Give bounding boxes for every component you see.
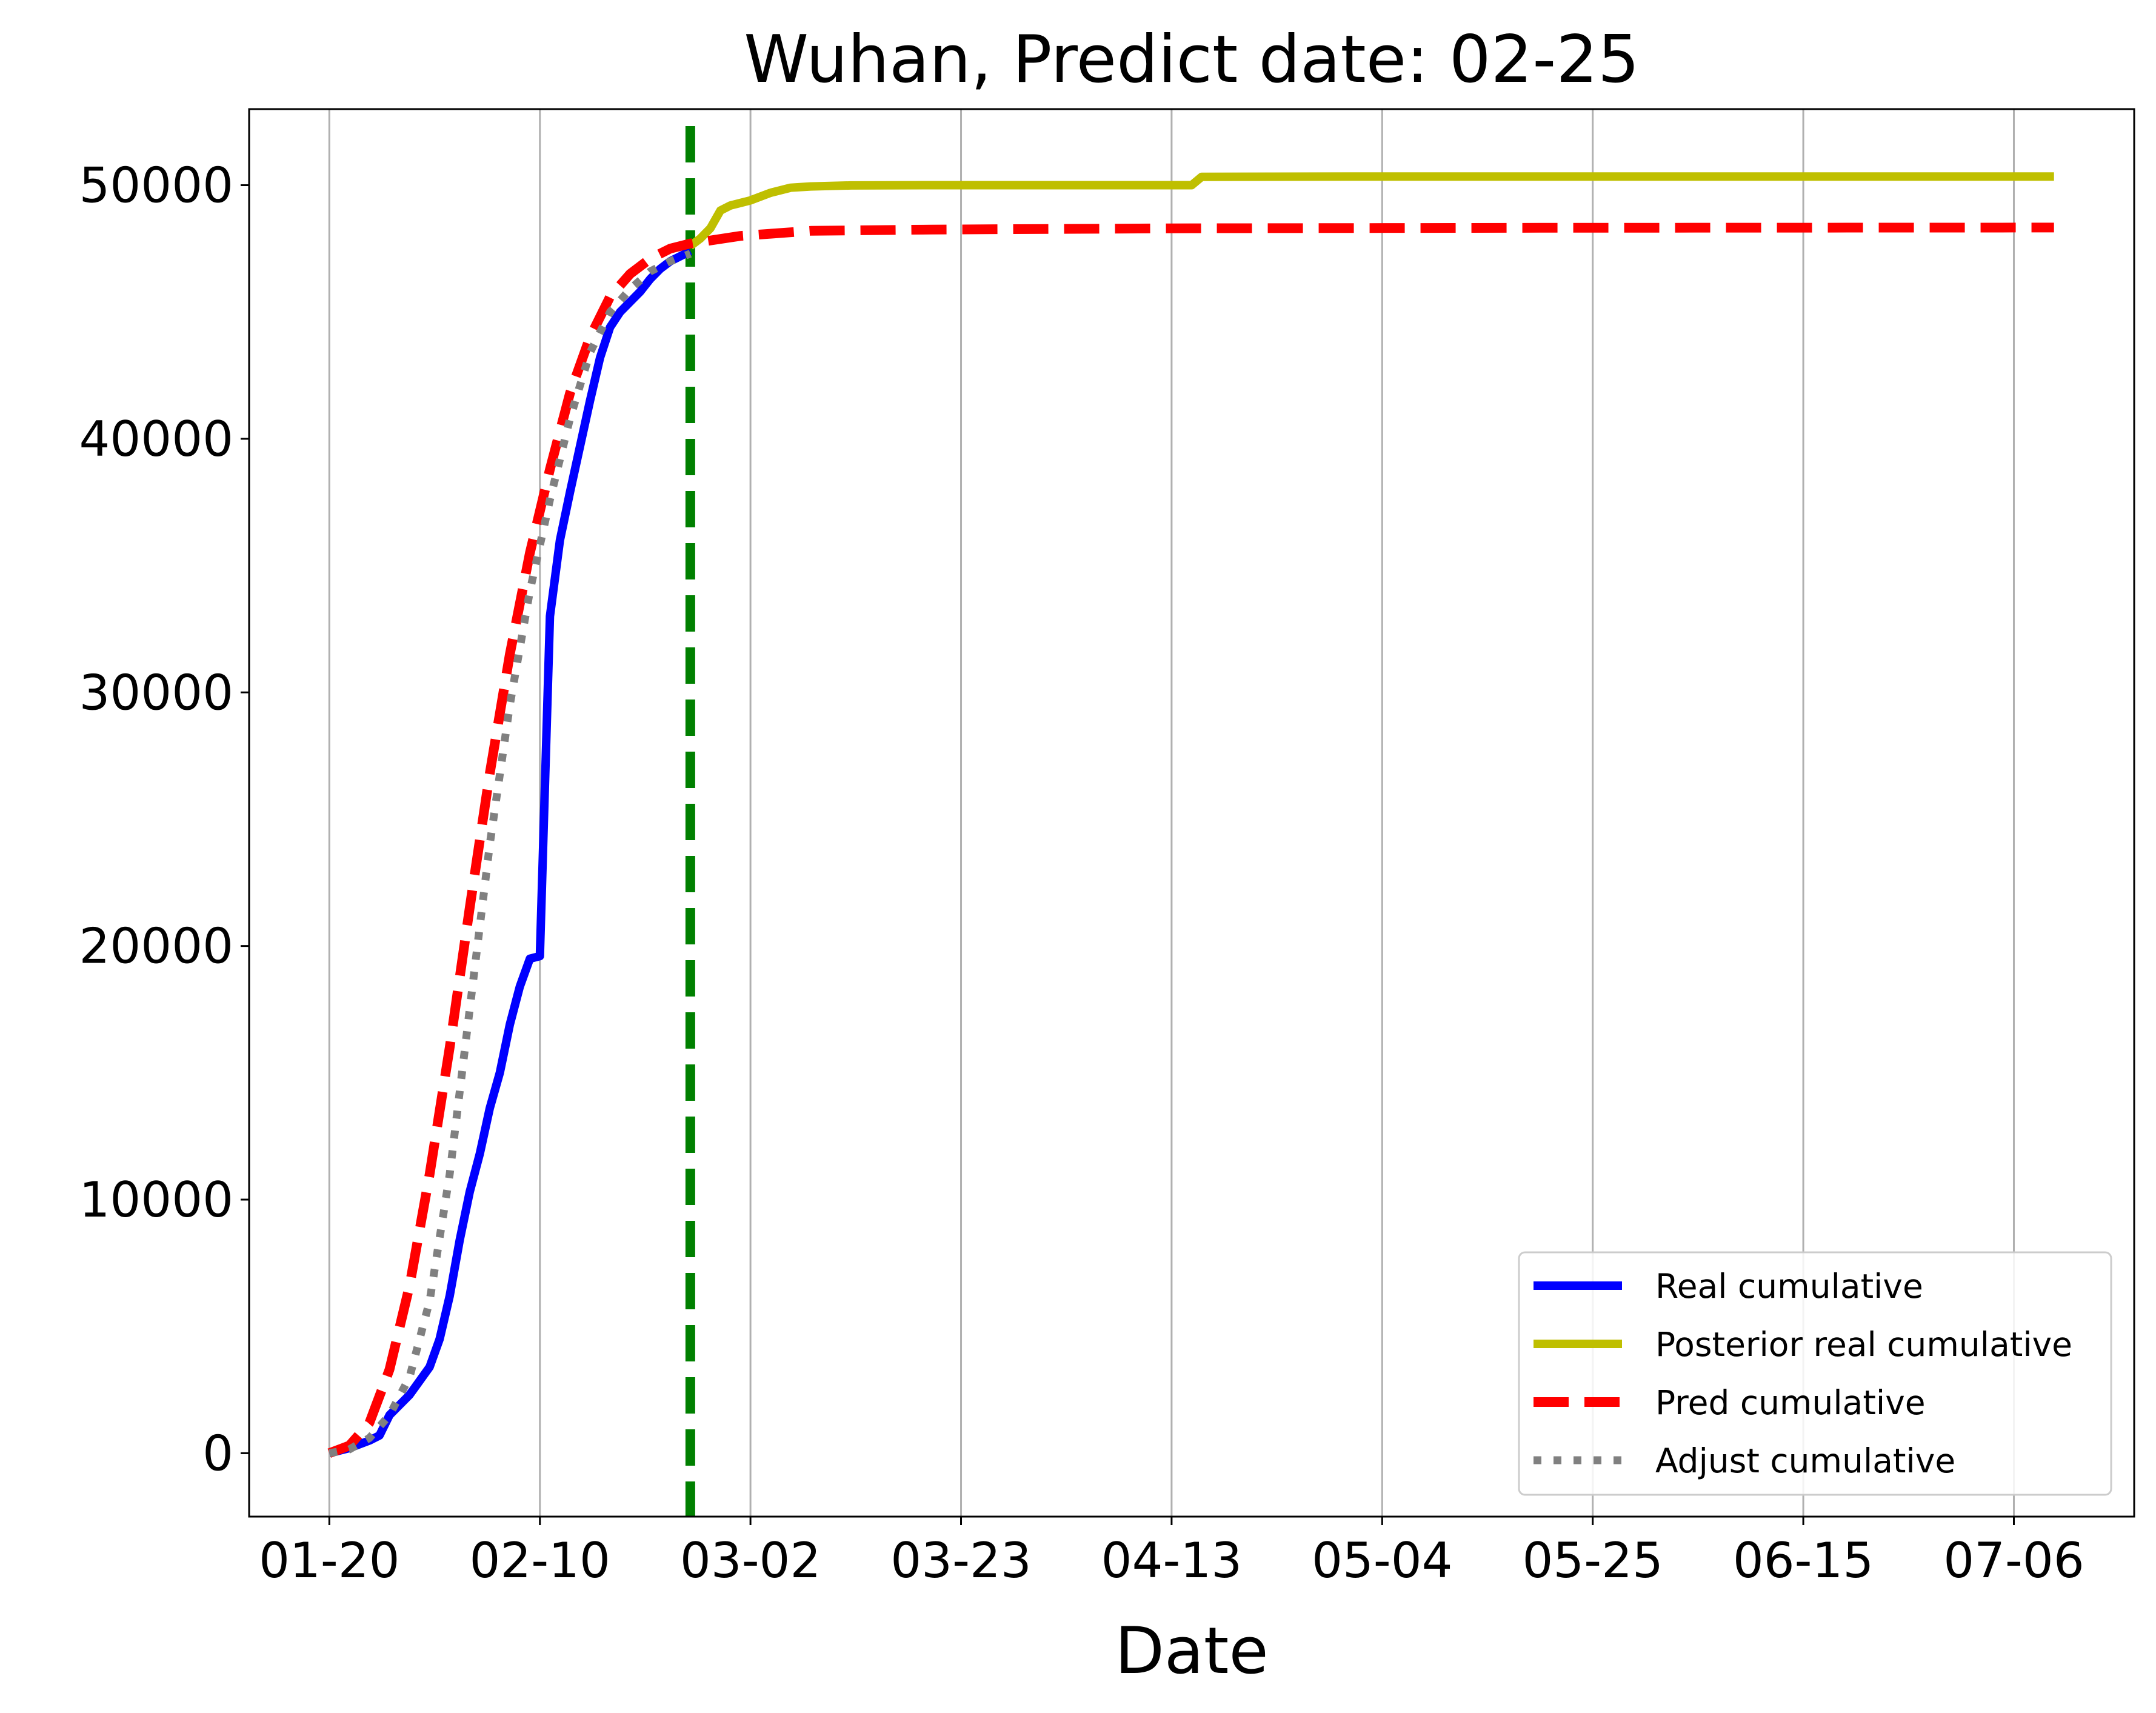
y-axis-ticks: 0 10000 20000 30000 40000 50000 [79, 158, 249, 1481]
y-tick-label: 20000 [79, 918, 234, 975]
series-line-pred-cumulative [327, 222, 2054, 1458]
y-tick-label: 50000 [79, 158, 234, 214]
y-tick-label: 40000 [79, 411, 234, 467]
x-tick-label: 05-25 [1522, 1532, 1663, 1589]
series-layer [327, 172, 2054, 1458]
legend-label: Adjust cumulative [1655, 1441, 1955, 1480]
y-tick-label: 10000 [79, 1172, 234, 1228]
x-axis-label: Date [1115, 1614, 1268, 1688]
x-axis-ticks: 01-20 02-10 03-02 03-23 04-13 05-04 05-25 06-15… [259, 1517, 2084, 1589]
y-tick-label: 30000 [79, 664, 234, 721]
x-tick-label: 06-15 [1733, 1532, 1874, 1589]
legend: Real cumulative Posterior real cumulative… [1518, 1251, 2112, 1496]
x-tick-label: 05-04 [1312, 1532, 1452, 1589]
chart-title: Wuhan, Predict date: 02-25 [744, 22, 1640, 98]
legend-label: Real cumulative [1655, 1267, 1923, 1306]
y-tick-label: 0 [202, 1425, 233, 1481]
x-tick-label: 03-23 [890, 1532, 1031, 1589]
x-tick-label: 01-20 [259, 1532, 399, 1589]
series-line-real-cumulative [328, 247, 693, 1458]
x-tick-label: 04-13 [1101, 1532, 1242, 1589]
x-tick-label: 07-06 [1943, 1532, 2084, 1589]
legend-label: Posterior real cumulative [1655, 1325, 2072, 1364]
legend-box [1518, 1251, 2112, 1496]
series-line-posterior-real-cumulative [687, 172, 2054, 250]
x-tick-label: 03-02 [680, 1532, 821, 1589]
legend-label: Pred cumulative [1655, 1383, 1926, 1422]
plot-frame [248, 108, 2135, 1518]
x-tick-label: 02-10 [469, 1532, 610, 1589]
